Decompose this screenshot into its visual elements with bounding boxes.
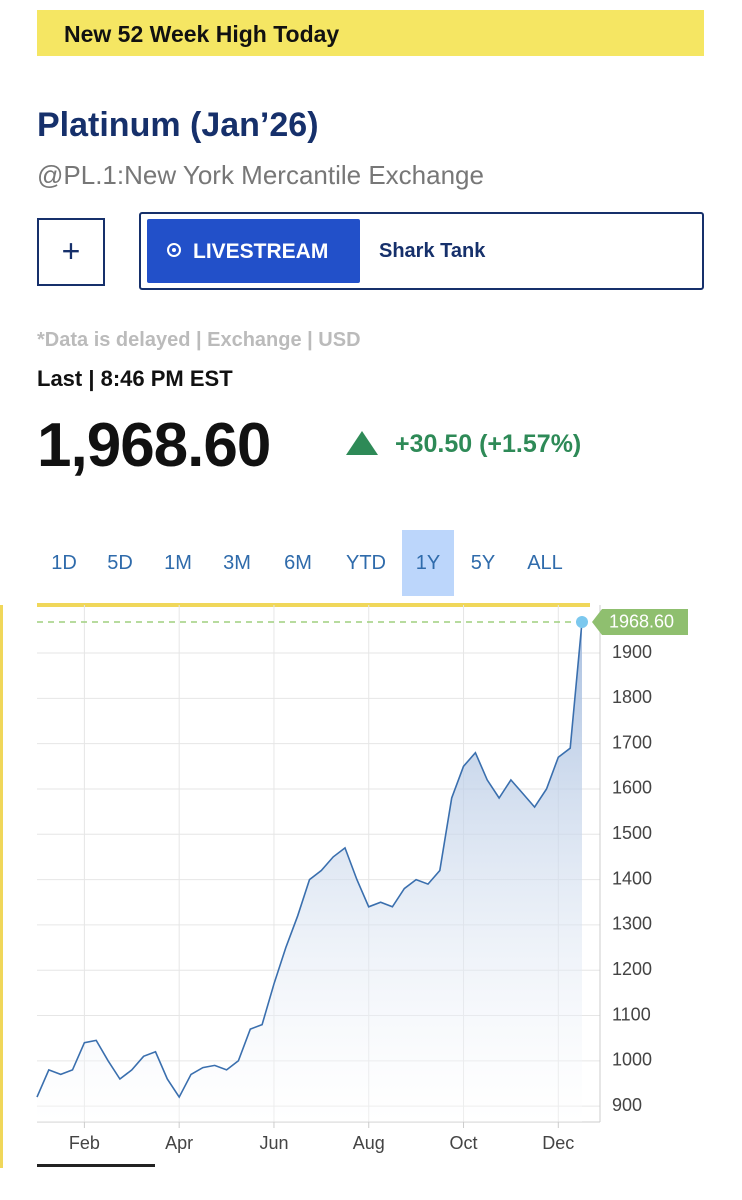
last-value-dot [576, 615, 588, 628]
last-time: Last | 8:46 PM EST [37, 366, 233, 391]
livestream-button[interactable]: LIVESTREAM [147, 219, 360, 283]
change: +30.50 (+1.57%) [395, 430, 582, 458]
x-tick-label: Dec [542, 1133, 574, 1153]
range-tab[interactable]: 1Y [402, 530, 454, 596]
y-tick-label: 1900 [612, 642, 652, 662]
delay-note: *Data is delayed | Exchange | USD [37, 329, 361, 351]
y-tick-label: 1800 [612, 687, 652, 707]
banner: New 52 Week High Today [37, 10, 704, 56]
show-link[interactable]: Shark Tank [379, 240, 486, 262]
livestream-label: LIVESTREAM [193, 240, 329, 263]
last-value-tag [592, 608, 688, 635]
range-tab[interactable]: YTD [346, 552, 386, 574]
x-tick-label: Oct [450, 1133, 478, 1153]
area [37, 621, 582, 1122]
range-tab[interactable]: 3M [223, 552, 251, 574]
price: 1,968.60 [37, 411, 271, 480]
range-tab[interactable]: 1M [164, 552, 192, 574]
radio-icon [167, 243, 181, 257]
line [36, 621, 583, 1099]
range-tab[interactable]: 1D [51, 552, 77, 574]
subtitle: @PL.1:New York Mercantile Exchange [37, 160, 484, 190]
range-tab[interactable]: 5Y [470, 552, 496, 574]
x-tick-label: Jun [259, 1133, 288, 1153]
y-tick-label: 1500 [612, 823, 652, 843]
y-tick-label: 1300 [612, 914, 652, 934]
scroll-indicator [37, 1164, 155, 1167]
x-tick-label: Apr [165, 1133, 193, 1153]
x-tick-label: Feb [69, 1133, 100, 1153]
range-tab[interactable]: ALL [527, 552, 563, 574]
media-box [139, 212, 704, 290]
y-tick-label: 1100 [612, 1004, 651, 1024]
y-tick-label: 1600 [612, 778, 652, 798]
banner-text: New 52 Week High Today [64, 21, 340, 47]
y-tick-label: 1700 [612, 732, 652, 752]
highlight-bar [0, 605, 3, 1168]
y-tick-label: 1400 [612, 868, 652, 888]
up-arrow [346, 431, 378, 455]
last-value-label: 1968.60 [609, 612, 674, 632]
title: Platinum (Jan’26) [37, 106, 319, 144]
range-tab[interactable]: 6M [284, 552, 312, 574]
add-button[interactable]: + [37, 218, 105, 286]
y-tick-label: 1000 [612, 1050, 652, 1070]
y-tick-label: 1200 [612, 959, 652, 979]
x-tick-label: Aug [353, 1133, 385, 1153]
y-tick-label: 900 [612, 1095, 642, 1115]
range-tab[interactable]: 5D [107, 552, 133, 574]
